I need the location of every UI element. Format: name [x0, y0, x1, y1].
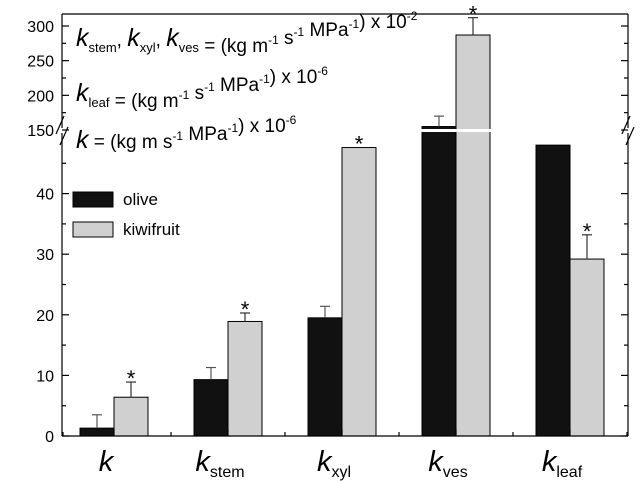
annotation-superscript: -2: [407, 9, 418, 23]
annotation-superscript: -1: [172, 129, 183, 143]
annotation-sep: ,: [156, 30, 167, 51]
x-tick-label-leaf: kleaf: [542, 446, 583, 481]
category-subscript: stem: [210, 464, 245, 481]
annotation-sep: ,: [117, 30, 128, 51]
y-tick-label: 300: [27, 19, 54, 36]
legend-label-kiwifruit: kiwifruit: [123, 220, 180, 239]
annotation-subscript: ves: [179, 40, 200, 55]
category-subscript: xyl: [331, 464, 351, 481]
bar-olive-xyl: [307, 317, 343, 437]
bar-kiwifruit-leaf: [569, 258, 605, 437]
annotation-superscript: -1: [268, 33, 279, 47]
significance-star: *: [469, 2, 478, 27]
annotation-k: k: [76, 79, 90, 107]
annotation-eq: =: [199, 36, 221, 57]
bar-olive-stem: [193, 379, 229, 437]
category-base: k: [317, 446, 333, 478]
annotation-text: ) x 10: [238, 116, 286, 137]
annotation-eq: =: [89, 132, 111, 153]
annotation-k: k: [166, 24, 180, 52]
category-base: k: [428, 446, 444, 478]
units-annotation: kleaf = (kg m-1 s-1 MPa-1) x 10-6: [76, 64, 328, 112]
annotation-superscript: -1: [227, 121, 238, 135]
annotation-subscript: leaf: [89, 95, 110, 110]
y-tick-label: 150: [27, 123, 54, 140]
legend: olive kiwifruit: [72, 190, 180, 239]
annotation-text: MPa: [304, 20, 349, 41]
legend-label-olive: olive: [123, 190, 158, 209]
labels-layer: *****k kstem kxyl kves kleaf: [99, 2, 592, 481]
axis-break-mark: [621, 115, 631, 135]
axis-break-mark: [625, 126, 635, 146]
annotation-k: k: [127, 24, 141, 52]
category-base: k: [542, 446, 558, 478]
significance-star: *: [241, 297, 250, 322]
annotation-text: ) x 10: [270, 67, 318, 88]
bar-olive-ves: [421, 126, 457, 437]
annotation-superscript: -1: [204, 80, 215, 94]
annotations-layer: kstem, kxyl, kves = (kg m-1 s-1 MPa-1) x…: [76, 9, 418, 154]
annotation-text: MPa: [215, 75, 260, 96]
units-annotation: kstem, kxyl, kves = (kg m-1 s-1 MPa-1) x…: [76, 9, 418, 57]
x-tick-label-stem: kstem: [195, 446, 244, 481]
significance-star: *: [583, 219, 592, 244]
annotation-superscript: -1: [259, 72, 270, 86]
category-base: k: [99, 446, 115, 478]
category-subscript: ves: [443, 464, 468, 481]
annotation-text: MPa: [183, 124, 228, 145]
annotation-text: (kg m s: [110, 132, 172, 153]
category-base: k: [195, 446, 211, 478]
legend-swatch-kiwifruit: [72, 221, 114, 238]
y-tick-label: 0: [45, 429, 54, 446]
category-subscript: leaf: [556, 464, 582, 481]
x-tick-label-k: k: [99, 446, 115, 478]
annotation-k: k: [76, 126, 90, 154]
annotation-superscript: -6: [317, 64, 328, 78]
units-annotation: k = (kg m s-1 MPa-1) x 10-6: [76, 113, 297, 154]
annotation-text: ) x 10: [359, 12, 407, 33]
y-tick-label: 250: [27, 54, 54, 71]
significance-star: *: [355, 132, 364, 157]
x-tick-label-ves: kves: [428, 446, 467, 481]
annotation-k: k: [76, 24, 90, 52]
legend-swatch-olive: [72, 191, 114, 208]
annotation-subscript: stem: [89, 40, 117, 55]
bar-kiwifruit-k: [113, 396, 149, 437]
axis-break-mark: [55, 115, 65, 135]
bar-kiwifruit-ves: [455, 34, 491, 437]
annotation-text: (kg m: [221, 36, 269, 57]
y-tick-label: 200: [27, 88, 54, 105]
x-tick-label-xyl: kxyl: [317, 446, 351, 481]
annotation-subscript: xyl: [140, 40, 156, 55]
annotation-superscript: -1: [294, 25, 305, 39]
annotation-eq: =: [109, 91, 131, 112]
annotation-superscript: -1: [349, 17, 360, 31]
y-tick-label: 10: [36, 368, 54, 385]
axis-break-gap: [63, 129, 627, 132]
bars-layer: [79, 17, 605, 437]
y-tick-label: 30: [36, 247, 54, 264]
axes-layer: 0 10 20 30 40 150 200 250 300: [27, 13, 635, 446]
annotation-text: (kg m: [131, 91, 179, 112]
annotation-superscript: -1: [179, 88, 190, 102]
significance-star: *: [127, 366, 136, 391]
bar-olive-leaf: [535, 144, 571, 437]
y-tick-label: 40: [36, 187, 54, 204]
bar-olive-k: [79, 427, 115, 437]
annotation-text: s: [189, 83, 204, 104]
y-tick-label: 20: [36, 308, 54, 325]
annotation-superscript: -6: [286, 113, 297, 127]
bar-kiwifruit-xyl: [341, 147, 377, 437]
annotation-text: s: [279, 28, 294, 49]
bar-kiwifruit-stem: [227, 320, 263, 437]
